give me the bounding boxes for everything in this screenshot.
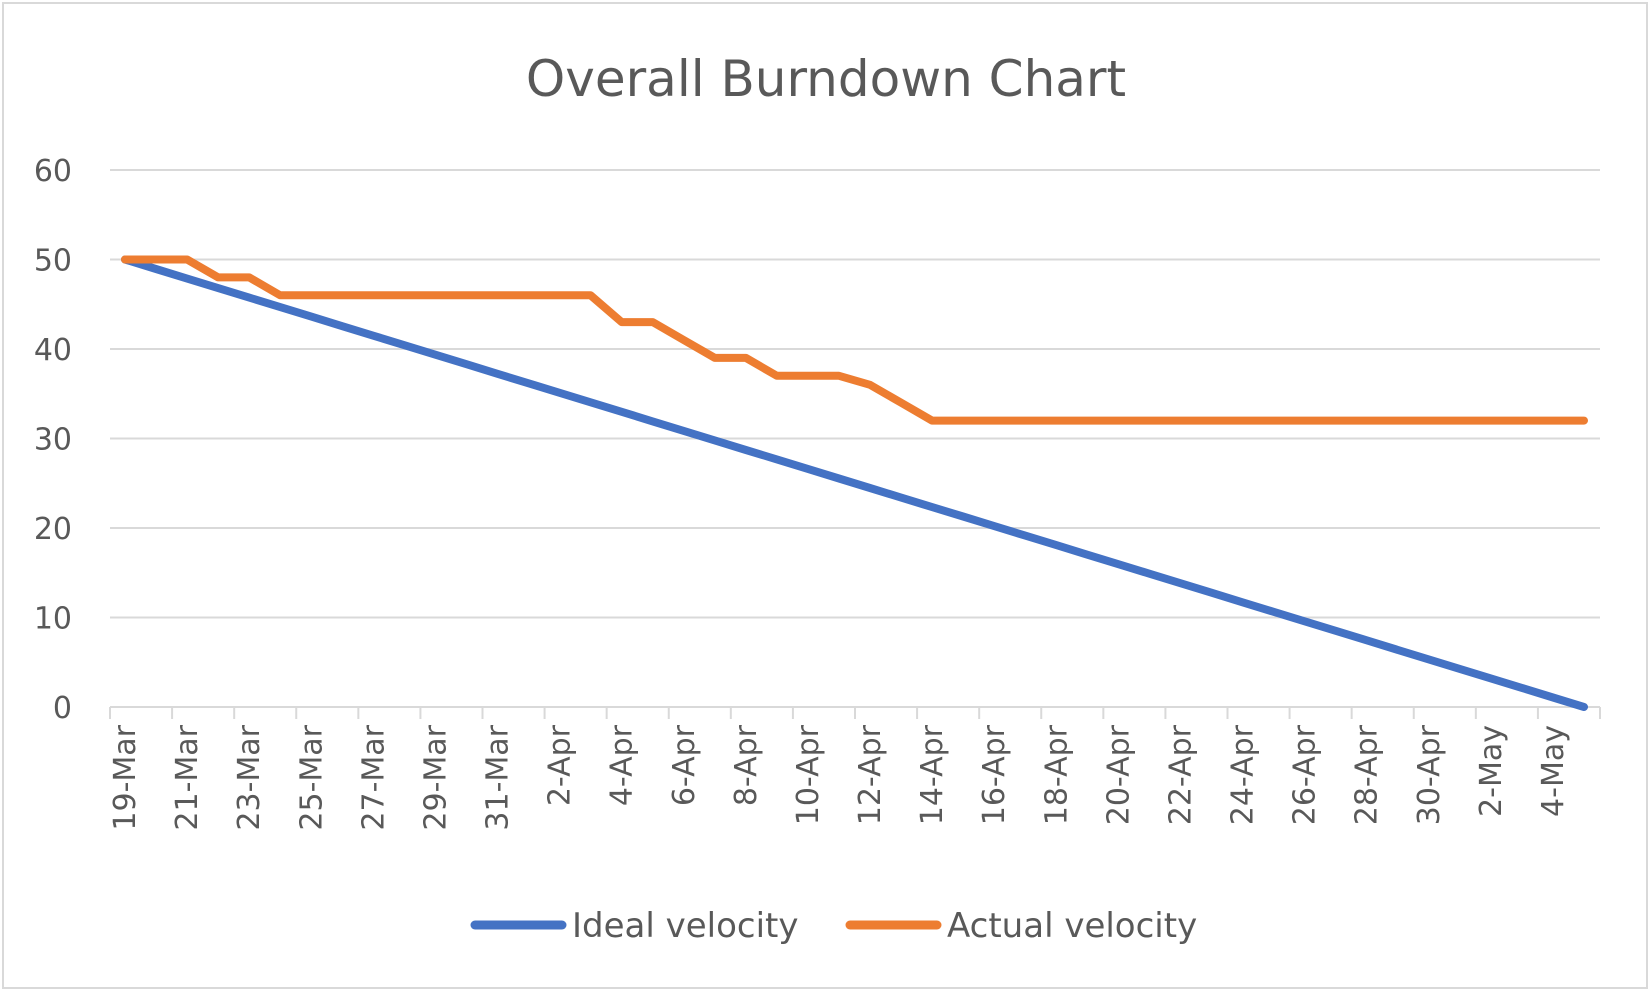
x-tick-label: 18-Apr [1039,724,1074,825]
x-tick-label: 2-Apr [543,724,578,806]
series-line-actual-velocity [121,255,1588,425]
y-axis-tick-labels: 0 10 20 30 40 50 60 [34,154,72,726]
x-tick-label: 25-Mar [294,724,329,830]
x-tick-label: 8-Apr [729,724,764,806]
x-tick-label: 23-Mar [232,724,267,830]
x-tick-label: 21-Mar [170,724,205,830]
legend: Ideal velocity Actual velocity [470,906,1197,946]
x-tick-label: 12-Apr [853,724,888,825]
x-tick-label: 27-Mar [356,724,391,830]
y-tick-label: 10 [34,602,72,637]
series-line-ideal-velocity [121,255,1588,711]
chart-title: Overall Burndown Chart [526,50,1126,108]
y-tick-label: 40 [34,333,72,368]
x-tick-label: 14-Apr [915,724,950,825]
gridlines [110,169,1600,619]
x-tick-label: 20-Apr [1101,724,1136,825]
x-tick-label: 2-May [1474,725,1509,817]
x-tick-label: 4-Apr [605,724,640,806]
x-tick-label: 29-Mar [418,724,453,830]
y-tick-label: 30 [34,423,72,458]
x-tick-label: 24-Apr [1226,724,1261,825]
y-tick-label: 20 [34,512,72,547]
legend-label-ideal-velocity: Ideal velocity [572,906,799,946]
y-tick-label: 60 [34,154,72,189]
x-tick-label: 26-Apr [1288,724,1323,825]
x-axis: 19-Mar 21-Mar 23-Mar 25-Mar 27-Mar 29-Mar 31-M… [108,706,1601,831]
legend-label-actual-velocity: Actual velocity [947,906,1197,946]
x-tick-label: 19-Mar [108,724,143,830]
x-tick-label: 16-Apr [977,724,1012,825]
series-lines [121,255,1588,711]
x-tick-label: 28-Apr [1350,724,1385,825]
y-tick-label: 0 [53,691,72,726]
x-tick-label: 31-Mar [481,724,516,830]
y-tick-label: 50 [34,244,72,279]
x-tick-label: 10-Apr [791,724,826,825]
x-tick-label: 30-Apr [1412,724,1447,825]
x-tick-label: 4-May [1536,725,1571,817]
x-tick-label: 22-Apr [1163,724,1198,825]
x-tick-label: 6-Apr [667,724,702,806]
